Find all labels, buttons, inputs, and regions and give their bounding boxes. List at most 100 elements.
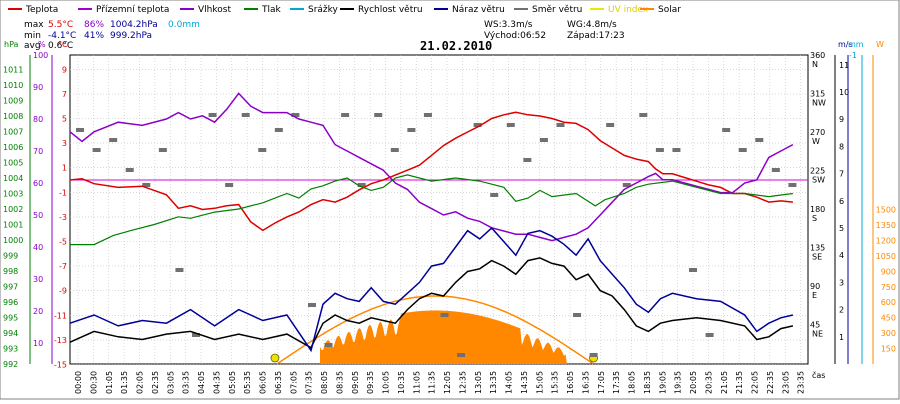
axis-ms-tick: 10 [839, 88, 849, 97]
solar-area [320, 310, 568, 364]
legend-label-5: Rychlost větru [358, 5, 423, 15]
axis-mm-tick: -1 [849, 51, 857, 60]
axis-w-tick: 450 [881, 314, 896, 323]
axis-hpa-tick: 1005 [3, 159, 23, 168]
axis-hpa-tick: 1007 [3, 128, 23, 137]
axis-w-tick: 900 [881, 267, 896, 276]
axis-celsius-tick: -9 [59, 287, 67, 296]
axis-ms-tick: 8 [839, 142, 844, 151]
axis-w-tick: 1350 [876, 221, 896, 230]
legend-label-8: UV index [608, 5, 649, 15]
axis-w-tick: 1050 [876, 252, 896, 261]
wind-info: WS:3.3m/s WG:4.8m/s Východ:06:52 Západ:1… [484, 20, 625, 41]
axis-hpa-tick: 1006 [3, 143, 23, 152]
legend: Teplota Přízemní teplota Vlhkost Tlak Srážky… [8, 5, 681, 15]
axis-percent-tick: 60 [33, 179, 43, 188]
x-tick-label: 22:35 [766, 371, 775, 394]
series-line-tlak [70, 174, 793, 246]
x-tick-label: 13:05 [474, 371, 483, 394]
axis-direction-degree: 315 [810, 90, 825, 99]
x-tick-label: 02:05 [136, 371, 145, 394]
x-tick-label: 07:35 [305, 371, 314, 394]
stats-min-temp: -4.1°C [48, 31, 76, 41]
axis-ms-tick: 2 [839, 306, 844, 315]
x-tick-label: 23:05 [781, 371, 790, 394]
x-tick-label: 00:30 [89, 371, 98, 394]
x-tick-label: 09:35 [366, 371, 375, 394]
legend-label-7: Směr větru [532, 5, 582, 15]
x-tick-label: 18:05 [628, 371, 637, 394]
axis-ms-tick: 11 [839, 61, 849, 70]
stats-max-temp: 5.5°C [48, 20, 73, 30]
series-line-náraz-větru [69, 226, 794, 353]
axes: 00:00 00:30 01:05 01:35 02:05 02:35 03:05 03:35… [3, 40, 896, 394]
x-tick-label: 23:35 [797, 371, 806, 394]
x-tick-label: 11:35 [428, 371, 437, 394]
axis-hpa-tick: 1010 [3, 81, 23, 90]
axis-celsius-tick: -13 [54, 336, 67, 345]
axis-percent-tick: 50 [33, 211, 43, 220]
axis-celsius-tick: -11 [54, 311, 67, 320]
x-tick-label: 01:35 [120, 371, 129, 394]
legend-label-4: Srážky [308, 5, 339, 15]
axis-w-tick: 600 [881, 298, 896, 307]
axis-direction-compass: N [812, 60, 818, 69]
axis-celsius-tick: -5 [59, 238, 67, 247]
axis-ms-tick: 4 [839, 251, 844, 260]
axis-percent-tick: 20 [33, 307, 43, 316]
stats-max-press: 1004.2hPa [110, 20, 158, 30]
x-tick-label: 10:05 [382, 371, 391, 394]
axis-direction-degree: 270 [810, 128, 825, 137]
axis-ms-unit: m/s [838, 40, 853, 49]
series-line-vlhkost [69, 92, 794, 242]
x-tick-label: 03:05 [166, 371, 175, 394]
x-tick-label: 06:35 [274, 371, 283, 394]
axis-w-unit: W [876, 40, 884, 49]
axis-direction-degree: 225 [810, 167, 825, 176]
axis-hpa-tick: 999 [3, 252, 18, 261]
axis-percent-tick: 40 [33, 243, 43, 252]
axis-w-tick: 1200 [876, 236, 896, 245]
axis-hpa-tick: 1001 [3, 221, 23, 230]
x-tick-label: 16:35 [581, 371, 590, 394]
x-tick-label: 05:35 [243, 371, 252, 394]
axis-w-tick: 1500 [876, 206, 896, 215]
axis-celsius-tick: 9 [62, 65, 67, 74]
x-tick-label: 14:35 [520, 371, 529, 394]
axis-hpa-tick: 994 [3, 329, 18, 338]
axis-mm-unit: mm [848, 40, 864, 49]
axis-celsius-tick: -3 [59, 213, 67, 222]
axis-direction-compass: S [812, 214, 817, 223]
stats-avg-temp: 0.6°C [48, 41, 73, 51]
axis-celsius-tick: 1 [62, 164, 67, 173]
x-tick-label: 01:05 [105, 371, 114, 394]
stats-min-label: min [24, 31, 41, 41]
axis-hpa-tick: 1000 [3, 236, 23, 245]
stats-max-hum: 86% [84, 20, 104, 30]
x-tick-label: 15:05 [535, 371, 544, 394]
wind-wg: WG:4.8m/s [567, 20, 617, 30]
axis-ms-tick: 6 [839, 197, 844, 206]
axis-direction-compass: E [812, 291, 817, 300]
stats-panel: max 5.5°C 86% 1004.2hPa 0.0mm min -4.1°C… [24, 20, 200, 51]
x-tick-label: 17:35 [612, 371, 621, 394]
plot-area [69, 54, 809, 365]
axis-direction-degree: 180 [810, 205, 825, 214]
axis-ms-tick: 7 [839, 170, 844, 179]
x-tick-label: 09:05 [351, 371, 360, 394]
axis-percent-tick: 30 [33, 275, 43, 284]
x-tick-label: 12:35 [458, 371, 467, 394]
axis-direction-degree: 360 [810, 51, 825, 60]
axis-hpa-unit: hPa [4, 40, 19, 49]
legend-label-6: Náraz větru [452, 5, 505, 15]
axis-hpa-tick: 1011 [3, 66, 23, 75]
axis-direction-compass: NE [812, 330, 823, 339]
x-tick-label: 05:05 [228, 371, 237, 394]
axis-hpa-tick: 996 [3, 298, 18, 307]
x-tick-label: 20:05 [689, 371, 698, 394]
axis-direction-compass: W [812, 137, 820, 146]
series-line-teplota [69, 111, 793, 232]
x-tick-label: 22:05 [751, 371, 760, 394]
